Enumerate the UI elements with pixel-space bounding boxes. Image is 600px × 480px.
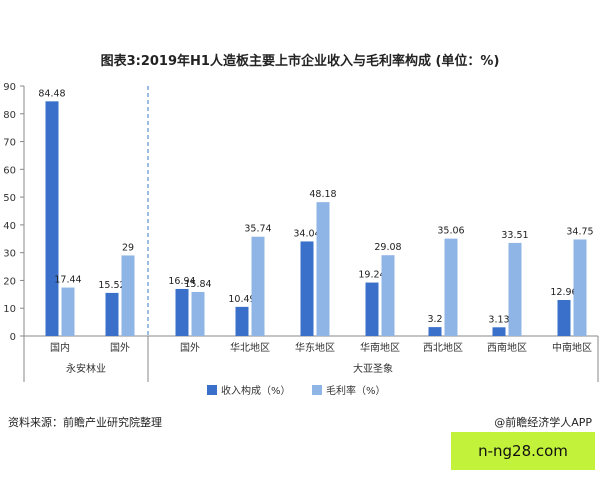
y-tick-label: 20 — [3, 276, 16, 287]
watermark-badge: n-ng28.com — [451, 432, 595, 470]
data-label-margin: 29 — [122, 242, 134, 253]
data-label-margin: 33.51 — [501, 230, 528, 241]
bar-revenue — [428, 327, 442, 336]
y-tick-label: 10 — [3, 304, 16, 315]
bar-revenue — [300, 241, 314, 336]
bar-margin — [191, 292, 205, 336]
bar-chart: 0 10 20 30 40 50 60 70 80 90 84.48 17.44 国内 15.52 29 国外… — [3, 82, 599, 397]
data-label-revenue: 19.24 — [358, 270, 385, 281]
data-label-margin: 15.84 — [184, 279, 211, 290]
bar-margin — [61, 287, 75, 336]
x-category-label: 国内 — [50, 341, 70, 354]
data-label-margin: 35.74 — [244, 224, 271, 235]
chart-title: 图表3:2019年H1人造板主要上市企业收入与毛利率构成 (单位：%) — [100, 54, 500, 69]
bar-margin — [444, 238, 458, 336]
x-category-label: 国外 — [110, 342, 130, 354]
x-group-label: 大亚圣象 — [353, 362, 393, 375]
data-label-revenue: 34.04 — [293, 228, 320, 239]
y-tick-label: 40 — [3, 221, 16, 232]
x-category-label: 西北地区 — [423, 341, 463, 354]
legend-swatch-revenue — [207, 385, 217, 395]
x-category-label: 国外 — [180, 342, 200, 354]
data-label-margin: 17.44 — [54, 275, 81, 286]
y-tick-label: 30 — [3, 249, 16, 260]
y-tick-label: 80 — [3, 110, 16, 121]
bar-margin — [381, 255, 395, 336]
y-tick-label: 60 — [3, 165, 16, 176]
data-label-revenue: 3.13 — [488, 314, 509, 325]
bar-revenue — [492, 327, 506, 336]
bar-margin — [316, 202, 330, 336]
bar-revenue — [45, 101, 59, 336]
x-category-label: 中南地区 — [552, 341, 592, 354]
x-category-label: 西南地区 — [487, 341, 527, 354]
bar-margin — [508, 242, 522, 336]
data-label-margin: 48.18 — [309, 189, 336, 200]
data-label-margin: 35.06 — [437, 226, 464, 237]
legend-swatch-margin — [312, 385, 322, 395]
x-category-label: 华北地区 — [230, 341, 270, 354]
bar-margin — [251, 236, 265, 336]
bar-margin — [121, 255, 135, 336]
x-category-label: 华南地区 — [360, 341, 400, 354]
data-label-revenue: 12.96 — [550, 287, 577, 298]
data-label-revenue: 3.2 — [427, 314, 442, 325]
source-note: 资料来源：前瞻产业研究院整理 — [8, 416, 162, 429]
bar-revenue — [105, 292, 119, 336]
data-label-revenue: 10.49 — [228, 294, 255, 305]
credit-note: @前瞻经济学人APP — [494, 416, 592, 429]
data-label-revenue: 16.94 — [168, 276, 195, 287]
bar-revenue — [557, 300, 571, 336]
bar-margin — [573, 239, 587, 336]
legend-label-margin: 毛利率（%） — [326, 384, 386, 397]
bar-revenue — [365, 282, 379, 336]
y-tick-label: 0 — [10, 332, 16, 343]
y-tick-label: 70 — [3, 138, 16, 149]
y-tick-label: 90 — [3, 82, 16, 93]
data-label-revenue: 84.48 — [38, 88, 65, 99]
x-group-label: 永安林业 — [66, 362, 106, 375]
bar-revenue — [235, 306, 249, 336]
data-label-revenue: 15.52 — [98, 280, 125, 291]
y-tick-label: 50 — [3, 193, 16, 204]
x-category-label: 华东地区 — [295, 341, 335, 354]
data-label-margin: 34.75 — [566, 226, 593, 237]
data-label-margin: 29.08 — [374, 242, 401, 253]
legend-label-revenue: 收入构成（%） — [221, 384, 291, 397]
bar-revenue — [175, 288, 189, 336]
